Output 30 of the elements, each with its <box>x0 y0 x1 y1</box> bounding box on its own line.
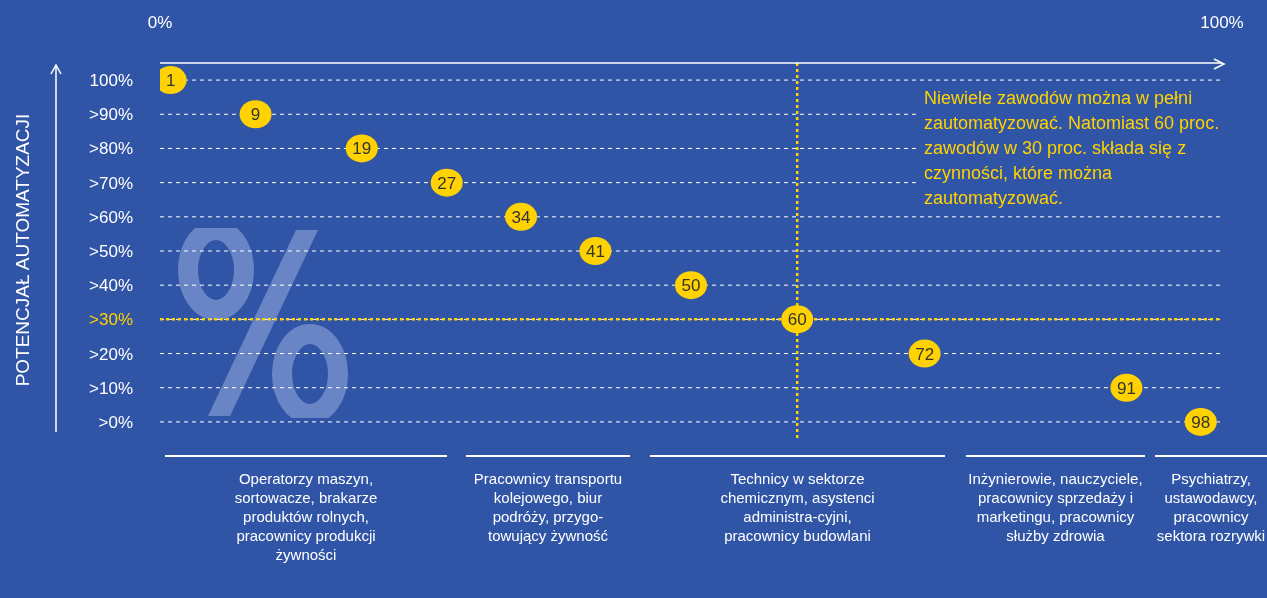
data-label: 72 <box>915 344 935 364</box>
data-label: 34 <box>511 207 531 227</box>
y-tick-label: >10% <box>89 378 133 398</box>
x-tick-label: 0% <box>147 13 173 32</box>
y-tick-label: 100% <box>89 71 133 91</box>
y-tick-label: >70% <box>89 173 133 193</box>
y-axis-title: POTENCJAŁ AUTOMATYZACJI <box>12 113 34 387</box>
y-tick-label: >60% <box>89 207 133 227</box>
data-label: 50 <box>681 276 701 296</box>
data-label: 60 <box>787 310 807 330</box>
y-tick-label: >80% <box>89 139 133 159</box>
data-label: 98 <box>1191 412 1211 432</box>
text: Pracownicy transportu kolejowego, biur podróży, przygo-towujący żywność <box>473 469 623 545</box>
text: Psychiatrzy, ustawodawcy, pracownicy sektora rozrywki <box>1155 469 1267 545</box>
y-tick-label: >40% <box>89 276 133 296</box>
y-tick-label: >30% <box>89 310 133 330</box>
y-tick-label: >50% <box>89 242 133 261</box>
y-tick-label: >0% <box>98 412 133 432</box>
data-label: 19 <box>352 139 372 159</box>
data-label: 1 <box>165 71 176 91</box>
data-label: 41 <box>585 242 605 262</box>
y-tick-label: >90% <box>89 105 133 125</box>
annotation: Niewiele zawodów można w pełni zautomatyzować. Natomiast 60 proc. zawodów w 30 proc. składa się z czynności, które można zautomatyzować. <box>918 84 1242 213</box>
data-label: 9 <box>250 105 261 125</box>
text: Inżynierowie, nauczyciele, pracownicy sprzedaży i marketingu, pracownicy służby zdrowia <box>967 469 1144 545</box>
y-tick-label: >20% <box>89 344 133 364</box>
data-label: 27 <box>437 173 457 193</box>
text: Operatorzy maszyn, sortowacze, brakarze produktów rolnych, pracownicy produkcji żywności <box>233 469 379 564</box>
text: Technicy w sektorze chemicznym, asystenci administra-cyjni, pracownicy budowlani <box>719 469 876 545</box>
data-label: 91 <box>1116 378 1136 398</box>
